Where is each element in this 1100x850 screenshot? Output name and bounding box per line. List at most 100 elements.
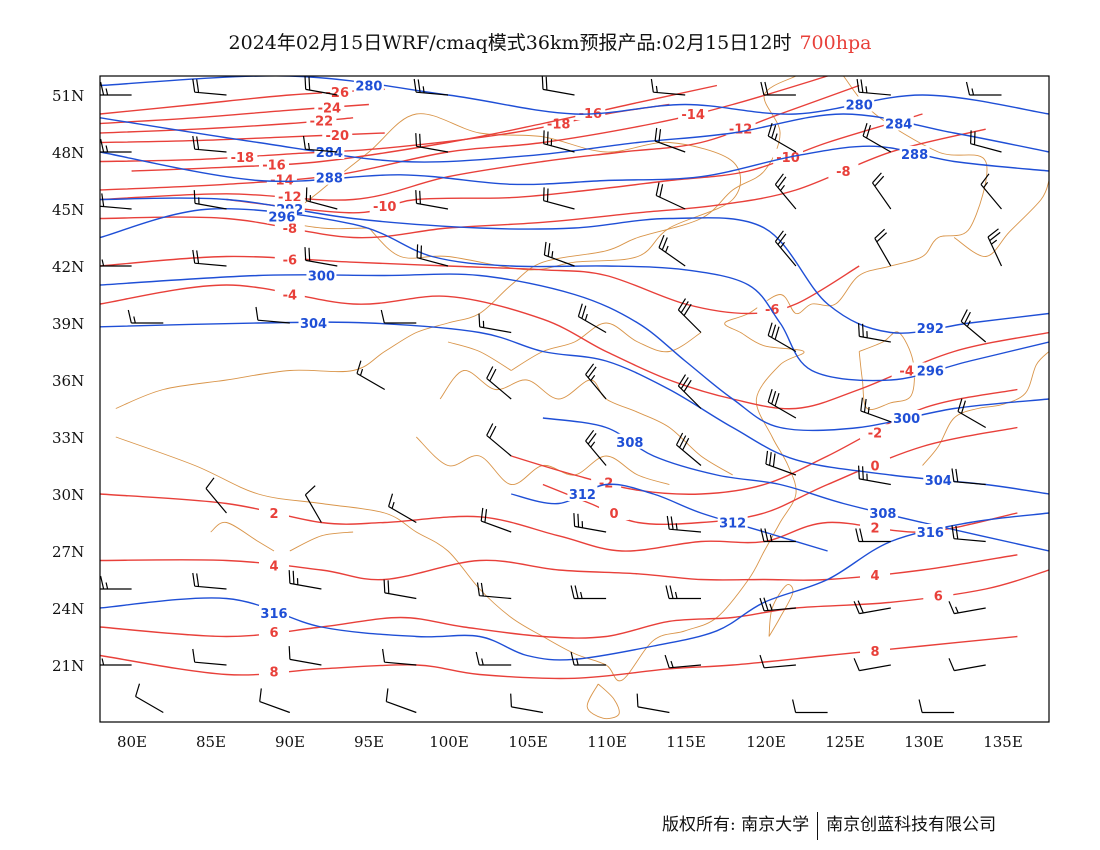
wind-barb — [192, 249, 227, 267]
wind-barb — [965, 81, 1002, 96]
wind-barb — [655, 182, 686, 210]
wind-barb — [100, 259, 132, 267]
wind-barb — [486, 366, 512, 400]
wind-barb — [192, 135, 227, 153]
wind-barb — [416, 244, 449, 267]
wind-barb — [100, 658, 132, 666]
height-contour-label-bg — [899, 145, 930, 161]
height-contour-label: 308 — [616, 436, 643, 451]
temperature-contour-label-bg — [306, 112, 337, 128]
lon-label: 120E — [746, 733, 786, 751]
temperature-contour-label-bg — [543, 115, 574, 131]
height-contour-label: 316 — [917, 526, 944, 541]
wind-barb — [476, 582, 512, 600]
wind-barb — [760, 81, 796, 96]
wind-barb — [415, 133, 449, 153]
border-line — [447, 341, 512, 371]
height-contour-label-bg — [867, 505, 898, 520]
lon-label: 100E — [429, 733, 469, 751]
lat-label: 51N — [52, 87, 85, 105]
temperature-contour-label: -4 — [899, 365, 913, 380]
wind-barb — [478, 313, 512, 334]
temperature-contour-line — [510, 388, 1018, 495]
wind-barb — [774, 230, 797, 267]
temperature-contour-label: -8 — [283, 222, 297, 237]
height-contour-label-bg — [306, 267, 337, 283]
temperature-contour-label: -14 — [681, 108, 705, 123]
height-contour-label: 296 — [268, 211, 295, 226]
title-text: 2024年02月15日WRF/cmaq模式36km预报产品:02月15日12时 — [228, 32, 792, 54]
wind-barb — [665, 585, 701, 600]
temperature-contour-label: 4 — [269, 559, 278, 574]
height-contour-label: 288 — [901, 148, 928, 163]
lat-label: 30N — [52, 486, 85, 504]
temperature-contour-label-bg — [923, 587, 954, 603]
wind-barb — [767, 123, 797, 153]
lat-label: 21N — [52, 657, 85, 675]
wind-barb — [255, 306, 290, 324]
wind-barb — [759, 654, 796, 669]
wind-barb — [510, 693, 544, 714]
copyright-owner: 版权所有: 南京大学 — [662, 815, 810, 835]
height-contour-label-bg — [923, 471, 954, 487]
wind-barb — [193, 190, 227, 210]
wind-barb — [205, 477, 227, 514]
height-contour-label: 296 — [917, 365, 944, 380]
temperature-contour-label-bg — [828, 163, 859, 178]
lon-label: 85E — [195, 733, 227, 751]
wind-barb — [192, 648, 227, 666]
height-contour-label: 284 — [316, 146, 343, 161]
lon-label: 130E — [904, 733, 944, 751]
temperature-contour-label-bg — [860, 457, 891, 473]
temperature-contour-label-bg — [575, 105, 606, 121]
lon-label: 115E — [666, 733, 706, 751]
wind-barb — [853, 600, 891, 615]
temperature-contour-label: -6 — [283, 253, 297, 268]
lon-label: 95E — [353, 733, 385, 751]
wind-barb — [305, 187, 338, 210]
border-line — [115, 76, 988, 682]
temperature-contour-label-bg — [369, 198, 400, 214]
temperature-contour-label-bg — [860, 642, 891, 658]
wind-barb — [792, 699, 828, 714]
temperature-contour-label: -18 — [231, 151, 255, 166]
wind-barb — [853, 658, 891, 672]
wind-barb — [383, 579, 417, 600]
wind-barb — [573, 513, 607, 533]
temperature-contour-label: 0 — [870, 460, 879, 475]
wind-barb — [385, 688, 417, 714]
wind-barb — [677, 374, 702, 409]
wind-barb — [872, 172, 892, 210]
temperature-contour-line — [226, 113, 923, 214]
temperature-contour-label: -10 — [776, 151, 800, 166]
wind-barb — [380, 309, 417, 324]
wind-barb — [302, 135, 338, 153]
temperature-contour-line — [100, 569, 1049, 639]
temperature-contour-label-bg — [773, 148, 804, 164]
wind-barb — [480, 507, 512, 533]
wind-barb — [666, 515, 702, 533]
wind-barb — [543, 130, 575, 153]
height-contour-line — [100, 207, 1049, 382]
copyright-separator — [817, 811, 819, 840]
temperature-contour-label: -4 — [283, 289, 297, 304]
wind-barb — [858, 323, 891, 343]
temperature-contour-label: -12 — [729, 122, 753, 137]
temperature-contour-label-bg — [266, 171, 297, 187]
wind-barb — [475, 651, 512, 666]
temperature-contour-label-bg — [891, 362, 922, 378]
temperature-contour-label: 8 — [870, 645, 879, 660]
temperature-contour-label-bg — [599, 505, 630, 520]
height-contour-label-bg — [258, 604, 289, 620]
lon-label: 110E — [587, 733, 627, 751]
lat-label: 42N — [52, 258, 85, 276]
wind-barb — [304, 247, 338, 267]
temperature-contour-label-bg — [322, 126, 353, 142]
wind-barb — [970, 130, 1002, 153]
temperature-contour-label-bg — [725, 120, 756, 136]
temperature-contour-label-bg — [860, 566, 891, 582]
wind-barb — [862, 123, 892, 153]
temperature-contour-label: -16 — [262, 158, 286, 173]
lat-label: 27N — [52, 543, 85, 561]
border-line — [289, 113, 742, 271]
